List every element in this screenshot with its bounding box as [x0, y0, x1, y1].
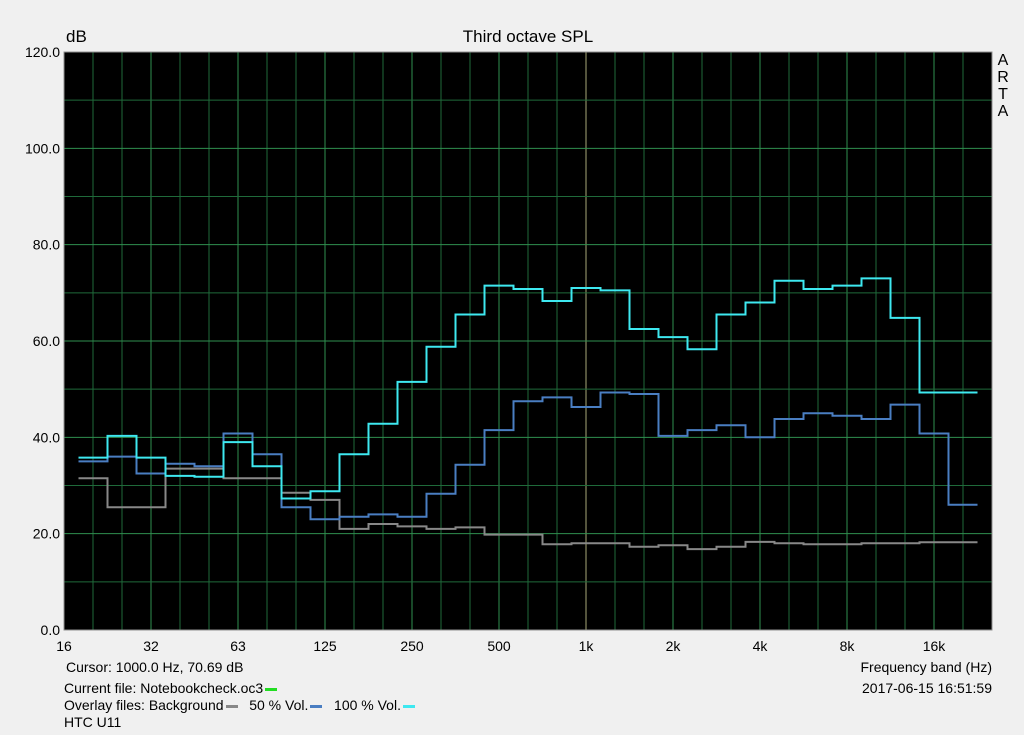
overlay-prefix: Overlay files:	[64, 697, 149, 713]
arta-letter: A	[997, 103, 1009, 120]
chart-title: Third octave SPL	[463, 27, 593, 46]
y-tick-label: 60.0	[33, 333, 60, 349]
series-line	[78, 277, 978, 500]
overlay-swatch	[225, 704, 238, 708]
y-tick-label: 100.0	[25, 140, 60, 156]
current-file: Current file: Notebookcheck.oc3	[64, 680, 278, 696]
y-tick-labels: 0.0 20.0 40.0 60.0 80.0 100.0 120.0	[25, 44, 60, 638]
series-line	[78, 391, 978, 521]
current-file-label: Current file: Notebookcheck.oc3	[64, 680, 264, 696]
x-tick-label: 16k	[923, 638, 947, 654]
timestamp: 2017-06-15 16:51:59	[862, 680, 992, 696]
arta-letter: T	[998, 86, 1008, 103]
x-tick-label: 125	[313, 638, 337, 654]
cursor-readout: Cursor: 1000.0 Hz, 70.69 dB	[66, 659, 244, 675]
y-tick-label: 40.0	[33, 429, 60, 445]
y-tick-label: 20.0	[33, 526, 60, 542]
y-tick-label: 0.0	[41, 622, 61, 638]
overlay-item-50-vol: 50 % Vol.	[249, 697, 309, 713]
y-tick-label: 120.0	[25, 44, 60, 60]
y-axis-label: dB	[66, 27, 87, 46]
arta-letter: A	[997, 52, 1009, 69]
y-tick-label: 80.0	[33, 237, 60, 253]
overlay-files: Overlay files: Background 50 % Vol. 100 …	[64, 697, 415, 713]
overlay-item-background: Background	[148, 697, 224, 713]
overlay-swatch	[402, 704, 415, 708]
x-tick-label: 2k	[666, 638, 682, 654]
arta-label: A R T A	[996, 52, 1010, 120]
series-layer	[78, 277, 978, 551]
series-line	[78, 467, 978, 551]
overlay-item-100-vol: 100 % Vol.	[334, 697, 401, 713]
arta-letter: R	[997, 69, 1009, 86]
x-tick-label: 250	[400, 638, 424, 654]
x-tick-label: 4k	[753, 638, 769, 654]
x-axis-label: Frequency band (Hz)	[860, 659, 992, 675]
x-tick-label: 8k	[840, 638, 856, 654]
device-name: HTC U11	[64, 714, 122, 730]
current-file-swatch	[265, 687, 278, 691]
plot-border	[63, 51, 993, 631]
overlay-swatch	[310, 704, 323, 708]
grid	[64, 52, 992, 630]
x-tick-label: 500	[487, 638, 511, 654]
x-tick-label: 1k	[579, 638, 595, 654]
x-tick-label: 63	[230, 638, 246, 654]
x-tick-label: 16	[56, 638, 72, 654]
x-tick-label: 32	[143, 638, 159, 654]
x-tick-labels: 16 32 63 125 250 500 1k 2k 4k 8k 16k	[56, 638, 946, 654]
